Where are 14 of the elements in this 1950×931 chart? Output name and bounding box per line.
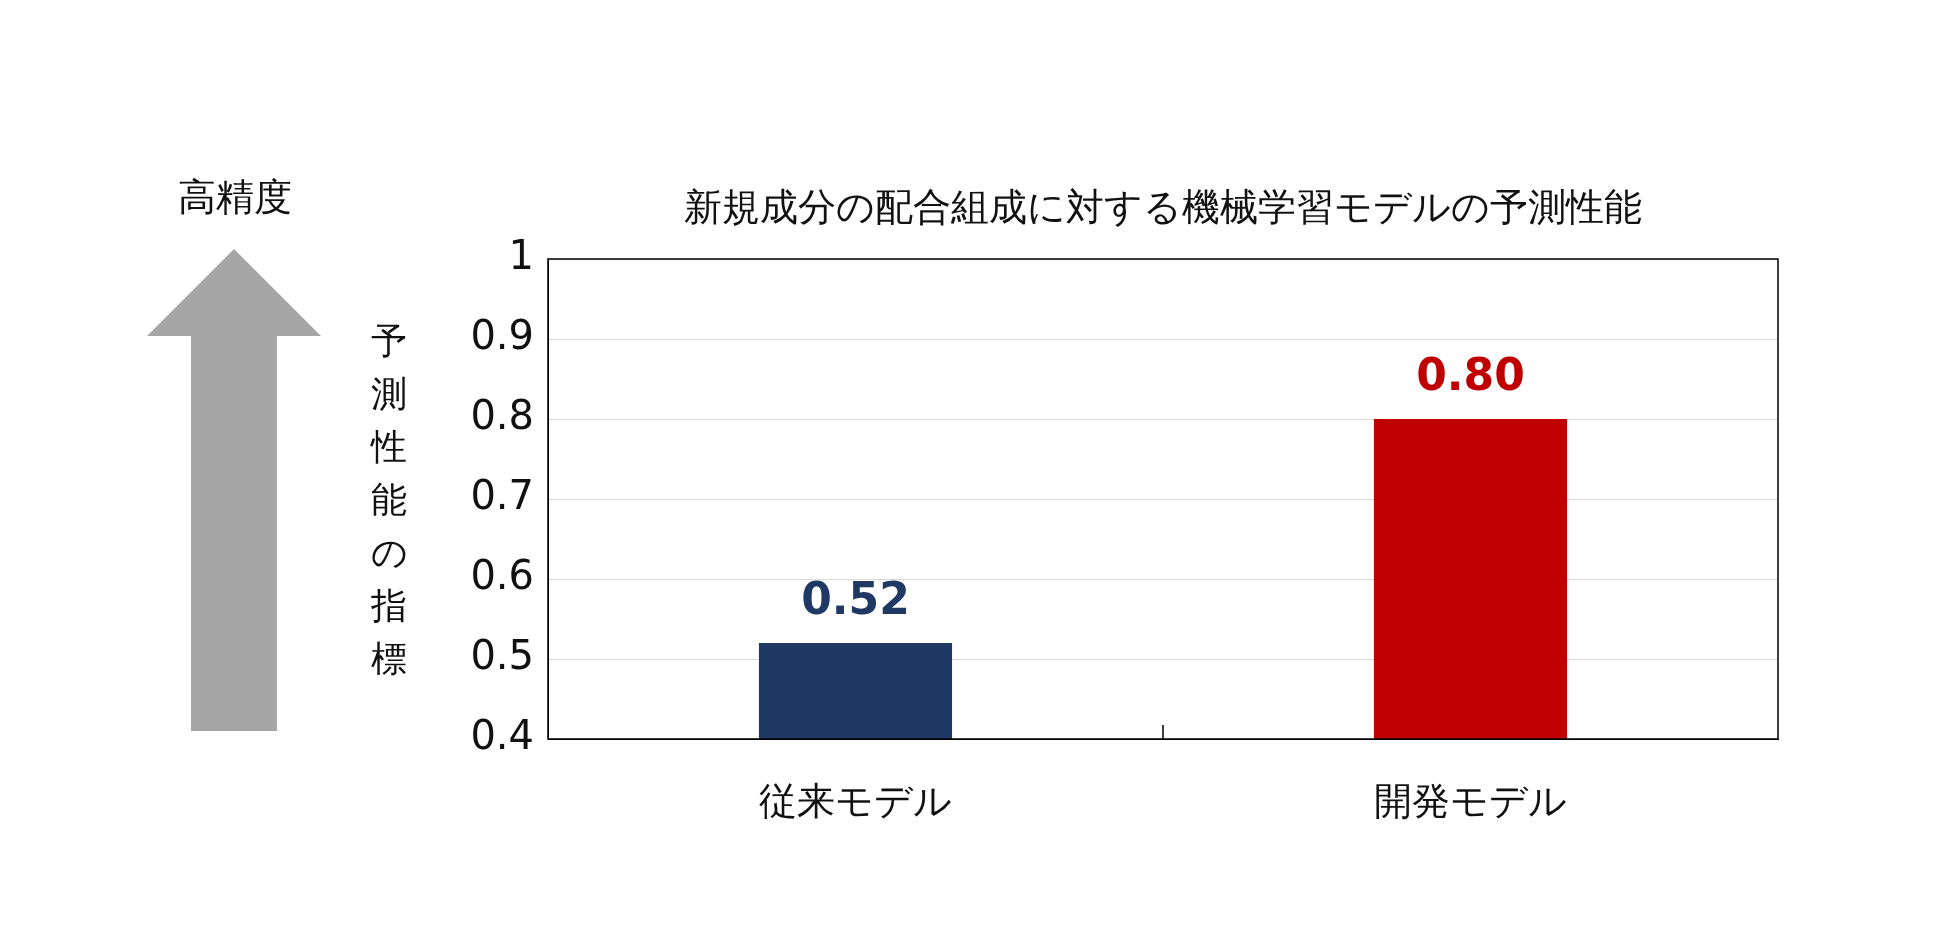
y-axis-title: 予測性能の指標 [369, 319, 409, 681]
data-label: 0.52 [801, 573, 910, 625]
y-tick-label: 1 [508, 232, 534, 279]
x-tick-label: 開発モデル [1374, 778, 1567, 823]
y-tick-label: 0.6 [470, 552, 534, 599]
y-tick-label: 0.4 [470, 712, 534, 759]
y-tick-label: 0.9 [470, 312, 534, 359]
y-tick-label: 0.8 [470, 392, 534, 439]
chart-title: 新規成分の配合組成に対する機械学習モデルの予測性能 [683, 184, 1643, 231]
data-label: 0.80 [1416, 349, 1525, 401]
y-tick-label: 0.5 [470, 632, 534, 679]
text: 高精度 [177, 174, 293, 221]
x-tick-label: 従来モデル [759, 778, 952, 823]
y-tick-label: 0.7 [470, 472, 534, 519]
